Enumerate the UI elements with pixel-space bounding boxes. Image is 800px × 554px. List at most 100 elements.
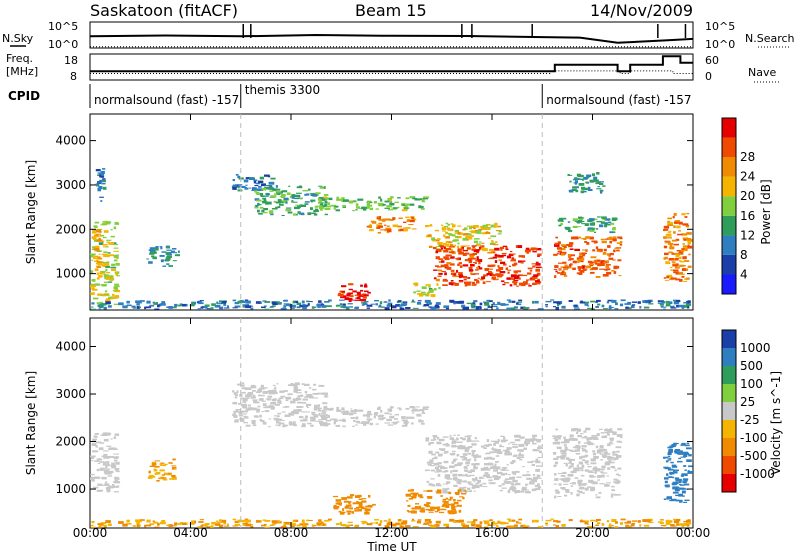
- power-scatter-cell: [358, 294, 363, 296]
- power-scatter-cell: [106, 276, 112, 279]
- power-scatter-cell: [298, 185, 302, 188]
- power-scatter-cell: [469, 269, 473, 272]
- velocity-scatter-cell: [278, 398, 281, 401]
- velocity-scatter-cell: [243, 397, 250, 399]
- velocity-scatter-cell: [553, 458, 558, 460]
- power-scatter-cell: [502, 245, 508, 247]
- power-scatter-cell: [336, 198, 342, 201]
- velocity-scatter-cell: [460, 437, 463, 439]
- power-scatter-cell: [459, 281, 463, 283]
- velocity-scatter-cell: [272, 384, 276, 386]
- velocity-scatter-cell: [442, 471, 446, 473]
- power-scatter-cell: [105, 221, 111, 225]
- power-scatter-cell: [100, 303, 107, 306]
- velocity-scatter-cell: [241, 391, 246, 394]
- power-scatter-cell: [354, 299, 360, 301]
- power-scatter-cell: [275, 201, 281, 204]
- velocity-scatter-cell: [435, 451, 440, 454]
- power-colorbar-tick: 16: [740, 209, 755, 223]
- velocity-scatter-cell: [675, 478, 679, 482]
- velocity-scatter-cell: [324, 423, 331, 426]
- power-scatter-cell: [602, 185, 606, 187]
- velocity-scatter-cell: [149, 523, 155, 526]
- x-tick-label: 00:00: [676, 526, 711, 540]
- velocity-scatter-cell: [409, 416, 415, 419]
- power-colorbar-tick: 8: [740, 248, 748, 262]
- power-scatter-cell: [589, 268, 593, 271]
- power-scatter-cell: [554, 243, 560, 247]
- power-scatter-cell: [444, 258, 450, 261]
- power-scatter-cell: [445, 243, 450, 247]
- power-scatter-cell: [487, 306, 492, 308]
- power-scatter-cell: [399, 306, 403, 309]
- power-scatter-cell: [534, 247, 538, 250]
- power-scatter-cell: [363, 294, 369, 297]
- power-scatter-cell: [670, 269, 673, 271]
- power-scatter-cell: [352, 200, 357, 202]
- power-scatter-cell: [94, 226, 98, 228]
- power-scatter-cell: [470, 264, 475, 267]
- power-scatter-cell: [153, 302, 158, 305]
- power-scatter-cell: [553, 253, 558, 256]
- power-scatter-cell: [349, 299, 355, 301]
- velocity-scatter-cell: [532, 488, 537, 491]
- velocity-scatter-cell: [482, 482, 487, 485]
- power-scatter-cell: [588, 218, 595, 221]
- power-scatter-cell: [468, 266, 473, 270]
- power-scatter-cell: [369, 207, 374, 211]
- power-scatter-cell: [276, 301, 280, 304]
- power-scatter-cell: [363, 285, 368, 288]
- velocity-scatter-cell: [557, 496, 562, 497]
- power-scatter-cell: [399, 307, 405, 310]
- velocity-scatter-cell: [322, 422, 328, 425]
- power-scatter-cell: [498, 230, 502, 233]
- velocity-scatter-cell: [467, 446, 473, 449]
- nave-line: [90, 55, 693, 73]
- power-scatter-cell: [600, 238, 605, 241]
- power-scatter-cell: [174, 305, 177, 309]
- velocity-scatter-cell: [347, 512, 351, 515]
- velocity-scatter-cell: [493, 451, 498, 453]
- power-scatter-cell: [265, 193, 270, 196]
- power-scatter-cell: [342, 292, 345, 294]
- velocity-scatter-cell: [293, 412, 299, 414]
- velocity-scatter-cell: [590, 519, 596, 522]
- velocity-colorbar-swatch: [722, 384, 736, 402]
- velocity-scatter-cell: [528, 440, 534, 442]
- power-scatter-cell: [261, 306, 266, 309]
- velocity-scatter-cell: [354, 508, 360, 510]
- power-scatter-cell: [524, 250, 531, 253]
- power-scatter-cell: [588, 263, 594, 266]
- velocity-scatter-cell: [255, 520, 262, 523]
- velocity-scatter-cell: [347, 521, 353, 523]
- velocity-scatter-cell: [567, 467, 572, 469]
- velocity-scatter-cell: [513, 524, 518, 527]
- power-scatter-cell: [475, 244, 480, 247]
- power-scatter-cell: [436, 250, 442, 253]
- velocity-scatter-cell: [308, 520, 313, 521]
- velocity-scatter-cell: [378, 414, 385, 416]
- velocity-scatter-cell: [610, 465, 615, 469]
- velocity-scatter-cell: [500, 473, 506, 476]
- power-scatter-cell: [378, 196, 381, 199]
- velocity-scatter-cell: [570, 485, 574, 487]
- velocity-scatter-cell: [140, 519, 145, 521]
- velocity-scatter-cell: [306, 519, 310, 522]
- power-scatter-cell: [161, 251, 167, 253]
- velocity-scatter-cell: [506, 522, 509, 524]
- power-scatter-cell: [510, 274, 517, 278]
- velocity-scatter-cell: [272, 389, 277, 393]
- velocity-scatter-cell: [433, 436, 438, 438]
- velocity-scatter-cell: [245, 387, 251, 390]
- power-scatter-cell: [490, 272, 494, 276]
- power-scatter-cell: [586, 229, 591, 232]
- velocity-scatter-cell: [103, 470, 109, 473]
- power-scatter-cell: [421, 286, 425, 288]
- velocity-scatter-cell: [573, 428, 578, 430]
- power-scatter-cell: [500, 303, 506, 306]
- power-scatter-cell: [324, 213, 328, 216]
- power-scatter-cell: [95, 183, 99, 186]
- velocity-scatter-cell: [279, 520, 282, 523]
- velocity-scatter-cell: [99, 468, 103, 471]
- power-scatter-cell: [607, 245, 611, 248]
